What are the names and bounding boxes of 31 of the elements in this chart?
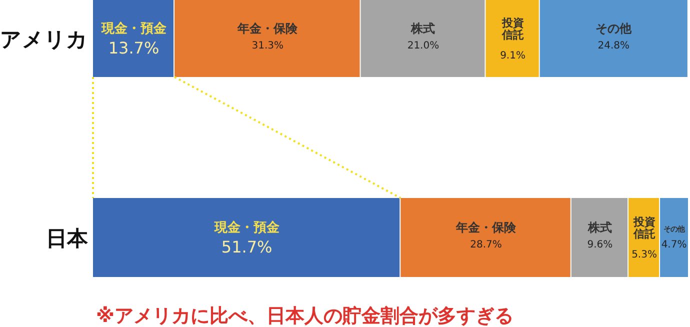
y-tick-label: アメリカ <box>0 28 88 52</box>
text: 年金・保険 <box>456 220 516 234</box>
bar <box>360 0 485 77</box>
data-label: 21.0% <box>407 40 440 52</box>
data-label: 24.8% <box>598 40 630 52</box>
series-label: 現金・預金 <box>100 22 168 36</box>
data-label: 4.7% <box>661 240 687 250</box>
data-label: 28.7% <box>470 240 502 250</box>
bar <box>486 0 539 77</box>
data-label: 13.7% <box>108 38 160 58</box>
data-label: 9.1% <box>500 50 526 62</box>
data-label: 9.6% <box>587 240 613 250</box>
series-label: 投資信託 <box>632 216 656 240</box>
bar <box>174 0 360 77</box>
bar <box>400 198 570 277</box>
text: その他 <box>596 22 632 36</box>
text: 投資信託 <box>502 16 524 42</box>
bar <box>93 198 400 277</box>
text: 現金・預金 <box>214 220 280 236</box>
text: 株式 <box>411 22 436 36</box>
data-label: 51.7% <box>221 238 272 256</box>
bar <box>93 0 174 77</box>
data-label: 5.3% <box>632 250 657 260</box>
annotation: ※アメリカに比べ、日本人の貯金割合が多すぎる <box>96 305 514 327</box>
bar <box>540 0 688 77</box>
y-tick-label: 日本 <box>46 226 89 250</box>
data-label: 31.3% <box>252 40 284 52</box>
series-label: 株式 <box>586 220 612 234</box>
bar <box>660 198 688 277</box>
series-label: 年金・保険 <box>236 22 299 36</box>
bar <box>571 198 628 277</box>
